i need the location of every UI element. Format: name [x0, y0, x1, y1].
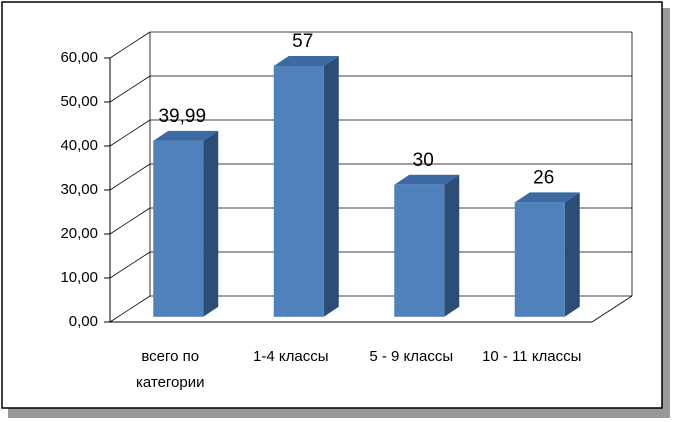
bar-side: [564, 192, 580, 317]
bar: [514, 202, 565, 317]
x-tick-label: 5 - 9 классы: [369, 348, 454, 365]
grid-line: [109, 207, 151, 235]
y-tick-label: 30,00: [60, 181, 98, 198]
x-tick-label: 10 - 11 классы: [482, 348, 582, 365]
value-label: 57: [292, 31, 313, 52]
bar: [153, 140, 204, 317]
bar-top: [394, 174, 460, 185]
bar: [273, 66, 324, 317]
grid-line: [109, 251, 151, 279]
value-label: 39,99: [158, 106, 206, 127]
bar-side: [444, 174, 460, 317]
bar: [394, 184, 445, 317]
floor-edge: [591, 295, 633, 323]
grid-line: [109, 31, 151, 59]
bar-top: [153, 130, 219, 141]
y-tick-label: 40,00: [60, 137, 98, 154]
y-tick-label: 60,00: [60, 49, 98, 66]
y-tick-label: 50,00: [60, 93, 98, 110]
grid-line: [109, 163, 151, 191]
y-tick-label: 0,00: [69, 313, 98, 330]
grid-line: [109, 119, 151, 147]
y-tick-label: 20,00: [60, 225, 98, 242]
x-tick-label: 1-4 классы: [253, 348, 329, 365]
grid-line: [109, 75, 151, 103]
bar-top: [273, 56, 339, 66]
y-tick-label: 10,00: [60, 269, 98, 286]
value-label: 26: [533, 167, 554, 188]
bar-side: [323, 56, 339, 317]
x-tick-label: всего по категории: [135, 348, 205, 391]
bar-side: [203, 130, 219, 317]
bar-top: [514, 192, 580, 203]
grid-line: [109, 295, 151, 323]
value-label: 30: [413, 150, 434, 171]
